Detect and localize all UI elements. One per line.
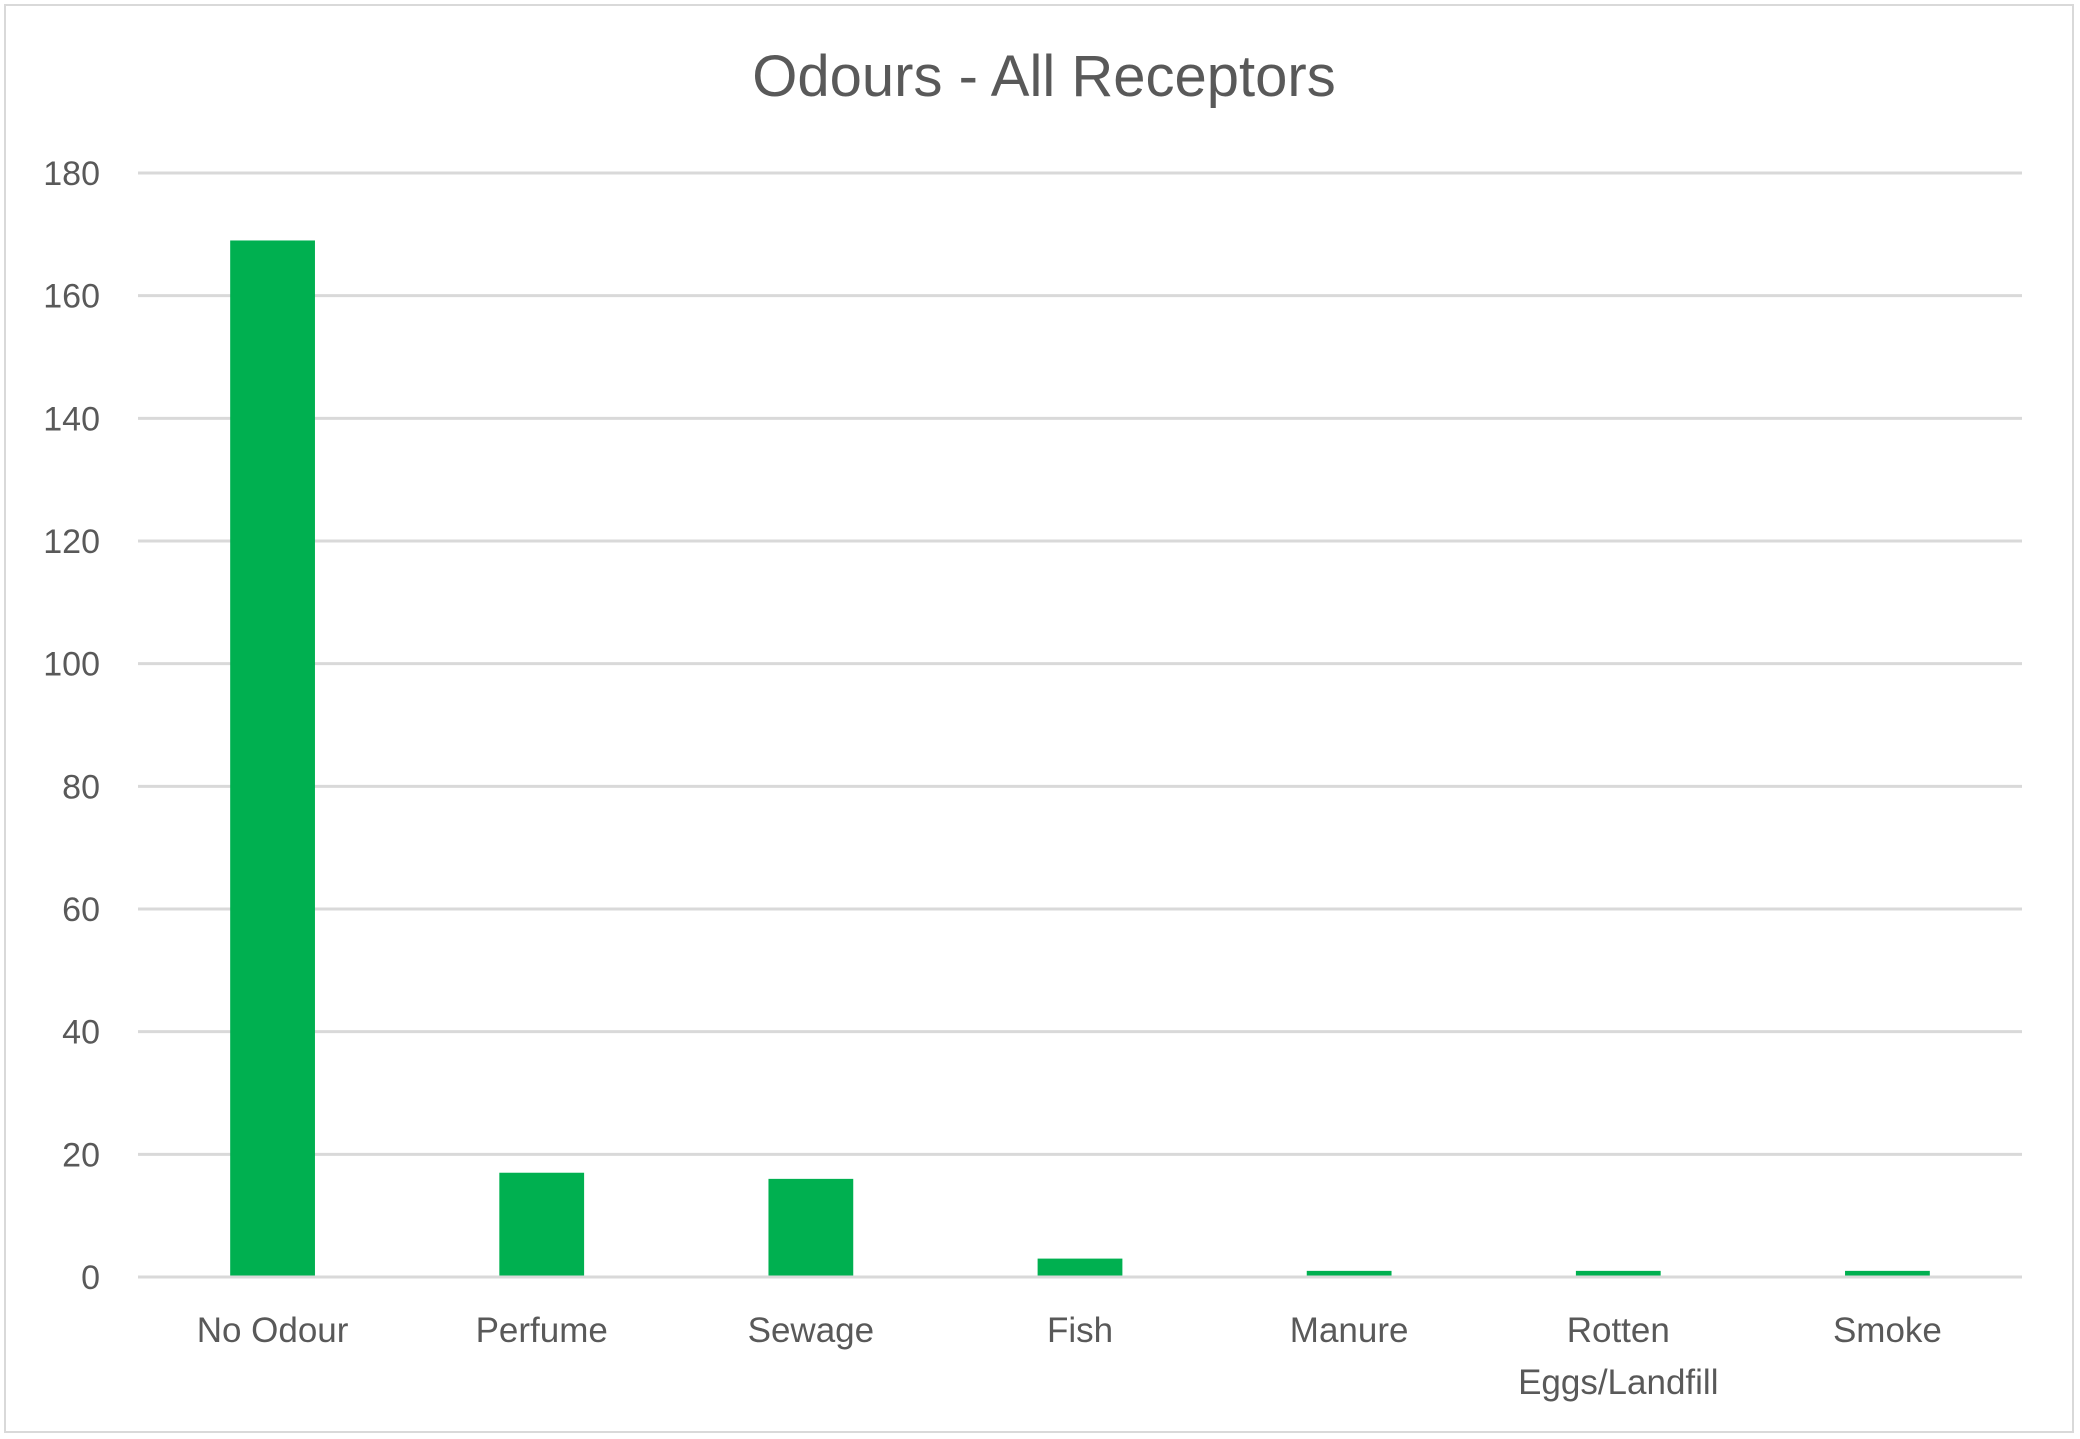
x-tick-label-line: Perfume	[476, 1311, 608, 1350]
y-tick-label: 100	[43, 646, 100, 684]
y-axis: 0 20 40 60 80 100 120 140 160 180	[43, 155, 100, 1297]
chart-frame	[4, 4, 2074, 1433]
y-tick-label: 40	[62, 1014, 100, 1052]
y-tick-label: 80	[62, 768, 100, 806]
x-tick-label: Manure	[1290, 1311, 1409, 1350]
x-tick-label-line: Smoke	[1833, 1311, 1942, 1350]
x-tick-label-line: No Odour	[197, 1311, 349, 1350]
x-tick-label-line: Manure	[1290, 1311, 1409, 1350]
x-tick-label-line: Eggs/Landfill	[1518, 1363, 1718, 1402]
x-tick-label-line: Rotten	[1567, 1311, 1670, 1350]
bar	[230, 240, 315, 1277]
bar	[1306, 1270, 1392, 1277]
x-tick-label: Smoke	[1833, 1311, 1942, 1350]
bar	[1037, 1258, 1123, 1277]
y-tick-label: 120	[43, 523, 100, 561]
x-tick-label: No Odour	[197, 1311, 349, 1350]
y-tick-label: 140	[43, 400, 100, 438]
y-tick-label: 160	[43, 278, 100, 316]
bar	[1845, 1270, 1930, 1277]
x-tick-label: Fish	[1047, 1311, 1113, 1350]
y-tick-label: 180	[43, 155, 100, 193]
gridlines	[138, 171, 2022, 1279]
chart-title: Odours - All Receptors	[752, 44, 1335, 109]
bar	[768, 1178, 854, 1277]
x-tick-label: Perfume	[476, 1311, 608, 1350]
x-tick-label-line: Sewage	[748, 1311, 874, 1350]
bar	[499, 1172, 585, 1277]
x-tick-label-line: Fish	[1047, 1311, 1113, 1350]
x-tick-label: Sewage	[748, 1311, 874, 1350]
y-tick-label: 0	[81, 1259, 100, 1297]
bars	[230, 240, 1930, 1277]
x-axis: No Odour Perfume Sewage Fish Manure Rotten Egg…	[138, 1275, 2022, 1402]
x-tick-label: Rotten Eggs/Landfill	[1518, 1311, 1718, 1402]
bar	[1575, 1270, 1661, 1277]
y-tick-label: 60	[62, 891, 100, 929]
y-tick-label: 20	[62, 1136, 100, 1174]
